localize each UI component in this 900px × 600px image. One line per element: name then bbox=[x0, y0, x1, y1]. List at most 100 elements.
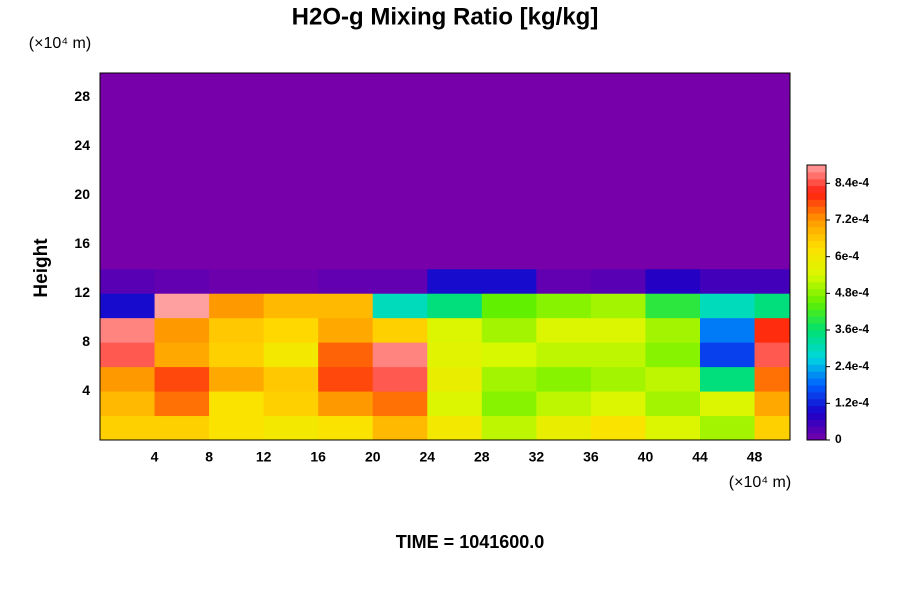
cell bbox=[481, 366, 537, 392]
cell bbox=[427, 415, 483, 440]
cell bbox=[590, 415, 646, 440]
cell bbox=[318, 195, 374, 221]
cell bbox=[481, 73, 537, 98]
cell bbox=[263, 293, 319, 319]
cell bbox=[372, 415, 428, 440]
colorbar-step bbox=[807, 391, 826, 400]
cell bbox=[372, 366, 428, 392]
cell bbox=[754, 73, 790, 98]
colorbar-step bbox=[807, 171, 826, 180]
cell bbox=[372, 293, 428, 319]
cell bbox=[645, 342, 701, 368]
cell bbox=[100, 293, 156, 319]
cell bbox=[154, 170, 210, 196]
cell bbox=[318, 293, 374, 319]
colorbar-step bbox=[807, 398, 826, 407]
cell bbox=[754, 97, 790, 123]
cell bbox=[372, 121, 428, 147]
cell bbox=[754, 317, 790, 343]
cell bbox=[536, 195, 592, 221]
cell bbox=[100, 170, 156, 196]
cell bbox=[645, 195, 701, 221]
cell bbox=[372, 219, 428, 245]
cell bbox=[536, 121, 592, 147]
cell bbox=[100, 244, 156, 270]
colorbar-step bbox=[807, 343, 826, 352]
cell bbox=[536, 415, 592, 440]
cell bbox=[263, 391, 319, 417]
cell bbox=[318, 97, 374, 123]
cell bbox=[263, 195, 319, 221]
cell bbox=[590, 219, 646, 245]
cell bbox=[481, 293, 537, 319]
cell bbox=[154, 366, 210, 392]
colorbar-step bbox=[807, 405, 826, 413]
colorbar-step bbox=[807, 378, 826, 386]
cell bbox=[536, 146, 592, 172]
cell bbox=[645, 219, 701, 245]
cell bbox=[209, 121, 265, 147]
cell bbox=[481, 317, 537, 343]
cell bbox=[318, 219, 374, 245]
cell bbox=[536, 170, 592, 196]
cell bbox=[427, 121, 483, 147]
cell bbox=[154, 195, 210, 221]
cell bbox=[209, 268, 265, 294]
cell bbox=[700, 170, 756, 196]
cell bbox=[372, 268, 428, 294]
cell bbox=[536, 268, 592, 294]
cell bbox=[209, 195, 265, 221]
x-tick-label: 44 bbox=[692, 449, 708, 465]
colorbar-step bbox=[807, 213, 826, 221]
cell bbox=[536, 293, 592, 319]
colorbar-step bbox=[807, 165, 826, 173]
cell bbox=[754, 195, 790, 221]
cell bbox=[318, 146, 374, 172]
cell bbox=[754, 219, 790, 245]
cell bbox=[754, 244, 790, 270]
cell bbox=[536, 73, 592, 98]
cell bbox=[427, 366, 483, 392]
y-tick-label: 28 bbox=[74, 88, 90, 104]
cell bbox=[481, 342, 537, 368]
cell bbox=[700, 195, 756, 221]
cell bbox=[700, 97, 756, 123]
cell bbox=[100, 391, 156, 417]
cell bbox=[154, 244, 210, 270]
cell bbox=[100, 97, 156, 123]
cell bbox=[154, 146, 210, 172]
colorbar-frame bbox=[806, 164, 827, 441]
cell bbox=[700, 366, 756, 392]
cell bbox=[154, 73, 210, 98]
cell bbox=[536, 391, 592, 417]
y-tick-label: 4 bbox=[82, 382, 90, 398]
cell bbox=[700, 317, 756, 343]
time-label: TIME = 1041600.0 bbox=[396, 532, 545, 552]
cell bbox=[754, 391, 790, 417]
colorbar-tick-label: 8.4e-4 bbox=[835, 176, 869, 190]
cell bbox=[100, 366, 156, 392]
cell bbox=[154, 121, 210, 147]
cell bbox=[318, 415, 374, 440]
cell bbox=[263, 219, 319, 245]
cell bbox=[263, 366, 319, 392]
cell bbox=[700, 73, 756, 98]
cell bbox=[700, 293, 756, 319]
colorbar-step bbox=[807, 412, 826, 420]
cell bbox=[754, 121, 790, 147]
cell bbox=[645, 366, 701, 392]
x-tick-label: 32 bbox=[529, 449, 545, 465]
cell bbox=[590, 342, 646, 368]
cell bbox=[318, 244, 374, 270]
cell bbox=[645, 391, 701, 417]
cell bbox=[590, 170, 646, 196]
cell bbox=[645, 97, 701, 123]
cell bbox=[154, 415, 210, 440]
cell bbox=[263, 170, 319, 196]
cell bbox=[427, 219, 483, 245]
cell bbox=[481, 195, 537, 221]
cell bbox=[209, 391, 265, 417]
colorbar-step bbox=[807, 371, 826, 379]
colorbar-tick-label: 6e-4 bbox=[835, 249, 859, 263]
cell bbox=[645, 170, 701, 196]
